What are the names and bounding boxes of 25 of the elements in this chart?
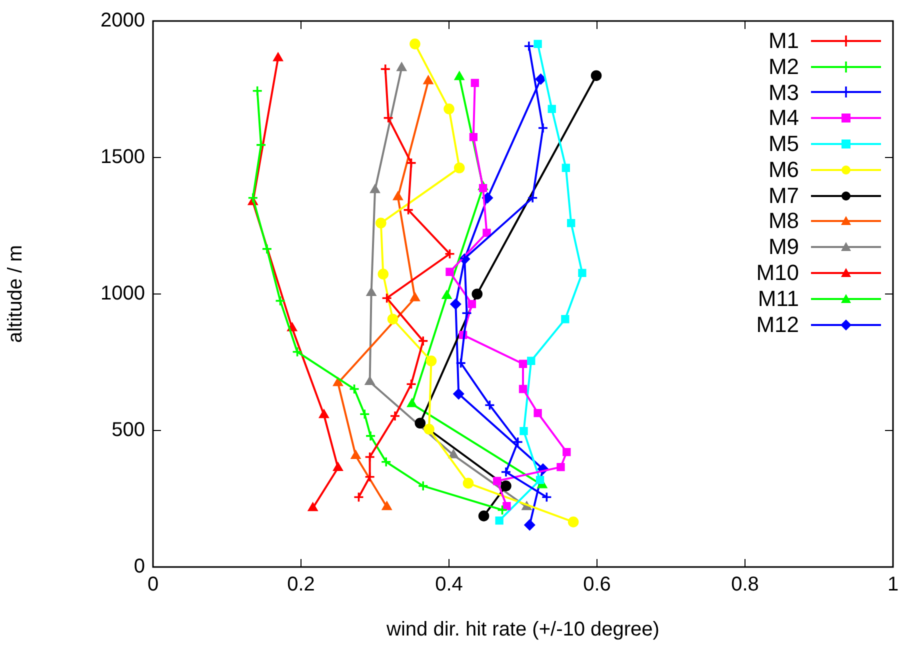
x-tick-label: 0.8 xyxy=(731,574,759,596)
legend-label: M9 xyxy=(768,234,799,260)
x-tick-label: 0 xyxy=(147,574,159,596)
y-axis-title: altitude / m xyxy=(4,245,27,343)
x-axis-title: wind dir. hit rate (+/-10 degree) xyxy=(386,618,660,641)
x-tick-label: 0.4 xyxy=(435,574,463,596)
legend-label: M12 xyxy=(756,312,799,338)
legend-label: M11 xyxy=(758,286,799,312)
legend-label: M8 xyxy=(768,208,799,234)
legend-label: M2 xyxy=(768,54,799,80)
x-tick-label: 0.6 xyxy=(583,574,611,596)
legend-label: M5 xyxy=(768,131,799,158)
legend-label: M4 xyxy=(768,105,799,132)
legend-label: M10 xyxy=(756,260,799,286)
legend-label: M3 xyxy=(768,80,799,106)
y-tick-label: 500 xyxy=(112,419,145,442)
y-tick-label: 1500 xyxy=(100,146,145,168)
legend-label: M1 xyxy=(768,28,799,54)
y-tick-label: 1000 xyxy=(100,282,145,305)
y-tick-label: 2000 xyxy=(100,10,145,32)
y-tick-label: 0 xyxy=(134,556,145,578)
legend-label: M6 xyxy=(768,156,799,183)
legend-label: M7 xyxy=(768,182,799,209)
x-tick-label: 1 xyxy=(887,574,899,596)
x-tick-label: 0.2 xyxy=(287,574,315,596)
